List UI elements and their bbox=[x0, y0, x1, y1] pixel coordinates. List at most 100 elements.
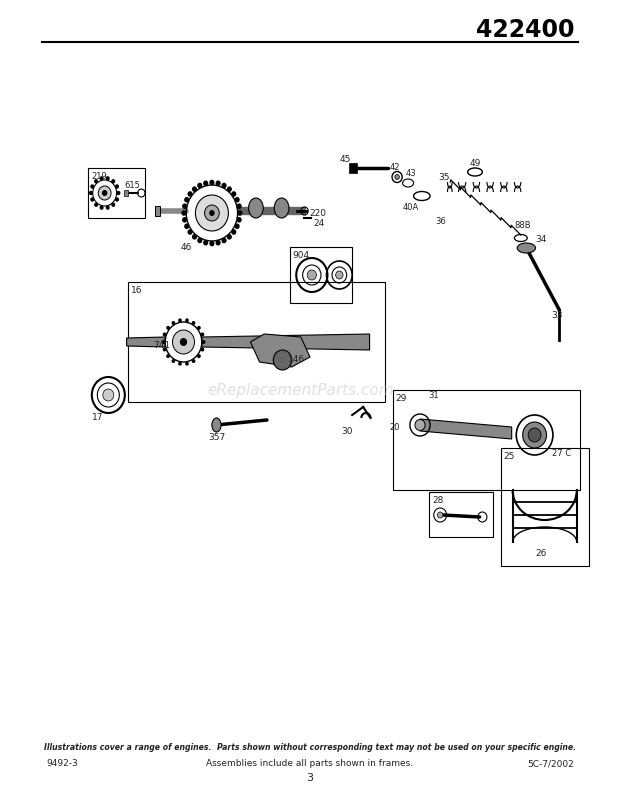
Circle shape bbox=[103, 389, 114, 401]
Circle shape bbox=[438, 512, 443, 518]
Text: 31: 31 bbox=[428, 391, 439, 399]
Bar bbox=[88, 168, 145, 218]
Circle shape bbox=[308, 270, 316, 280]
Text: Assemblies include all parts shown in frames.: Assemblies include all parts shown in fr… bbox=[206, 759, 414, 768]
Text: 9492-3: 9492-3 bbox=[46, 759, 78, 768]
Ellipse shape bbox=[274, 198, 289, 218]
Circle shape bbox=[172, 359, 175, 363]
Circle shape bbox=[203, 180, 208, 186]
Bar bbox=[128, 282, 385, 402]
Circle shape bbox=[216, 240, 221, 245]
Circle shape bbox=[162, 333, 166, 337]
Text: 422400: 422400 bbox=[476, 18, 574, 42]
Circle shape bbox=[187, 191, 193, 196]
Text: eReplacementParts.com: eReplacementParts.com bbox=[208, 383, 394, 398]
Circle shape bbox=[184, 197, 189, 203]
Text: 43: 43 bbox=[405, 169, 416, 179]
Bar bbox=[501, 448, 588, 566]
Circle shape bbox=[203, 240, 208, 245]
Circle shape bbox=[111, 179, 115, 184]
Text: 17: 17 bbox=[92, 414, 103, 423]
Text: 20: 20 bbox=[389, 423, 399, 432]
Text: 46: 46 bbox=[180, 244, 192, 253]
Circle shape bbox=[237, 210, 242, 216]
Circle shape bbox=[178, 362, 182, 366]
Circle shape bbox=[102, 190, 107, 196]
Text: 27 C: 27 C bbox=[552, 449, 571, 459]
Circle shape bbox=[234, 224, 240, 229]
Circle shape bbox=[166, 354, 170, 358]
Circle shape bbox=[395, 175, 399, 180]
Text: 615: 615 bbox=[124, 180, 140, 189]
Text: 220: 220 bbox=[309, 209, 326, 217]
Text: Illustrations cover a range of engines.  Parts shown without corresponding text : Illustrations cover a range of engines. … bbox=[44, 743, 576, 752]
Circle shape bbox=[115, 197, 119, 202]
Text: 146: 146 bbox=[288, 355, 305, 364]
Text: 16: 16 bbox=[131, 286, 143, 295]
Circle shape bbox=[415, 419, 425, 431]
Polygon shape bbox=[420, 419, 511, 439]
Text: 24: 24 bbox=[314, 220, 325, 229]
Text: 357: 357 bbox=[208, 434, 225, 443]
Circle shape bbox=[231, 191, 236, 196]
Text: 26: 26 bbox=[535, 549, 547, 558]
Text: 30: 30 bbox=[341, 427, 352, 436]
Circle shape bbox=[197, 183, 202, 188]
Circle shape bbox=[184, 224, 189, 229]
Circle shape bbox=[335, 271, 343, 279]
Circle shape bbox=[227, 234, 232, 240]
Bar bbox=[124, 190, 128, 196]
Text: 33: 33 bbox=[552, 310, 563, 319]
Circle shape bbox=[195, 195, 228, 231]
Ellipse shape bbox=[212, 418, 221, 432]
Polygon shape bbox=[250, 334, 310, 367]
Text: 28: 28 bbox=[432, 496, 443, 505]
Circle shape bbox=[180, 338, 187, 346]
Text: 36: 36 bbox=[435, 217, 446, 226]
Circle shape bbox=[273, 350, 291, 370]
Circle shape bbox=[209, 210, 215, 216]
Circle shape bbox=[105, 176, 110, 180]
Circle shape bbox=[192, 359, 195, 363]
Ellipse shape bbox=[249, 198, 264, 218]
Text: 741: 741 bbox=[153, 342, 170, 350]
Circle shape bbox=[221, 183, 226, 188]
Circle shape bbox=[100, 205, 104, 210]
Circle shape bbox=[202, 340, 205, 344]
Circle shape bbox=[91, 184, 94, 188]
Ellipse shape bbox=[517, 243, 536, 253]
Circle shape bbox=[178, 318, 182, 322]
Circle shape bbox=[234, 197, 240, 203]
Text: 88B: 88B bbox=[515, 221, 531, 230]
Circle shape bbox=[528, 428, 541, 442]
Bar bbox=[350, 163, 356, 173]
Circle shape bbox=[237, 217, 242, 223]
Circle shape bbox=[98, 186, 111, 200]
Circle shape bbox=[91, 197, 94, 202]
Text: 49: 49 bbox=[469, 159, 481, 168]
Circle shape bbox=[192, 234, 197, 240]
Circle shape bbox=[210, 241, 215, 246]
Bar bbox=[392, 390, 580, 490]
Circle shape bbox=[166, 326, 170, 330]
Circle shape bbox=[162, 347, 166, 351]
Circle shape bbox=[111, 203, 115, 207]
Circle shape bbox=[201, 347, 204, 351]
Text: 25: 25 bbox=[503, 452, 515, 461]
Text: 42: 42 bbox=[390, 164, 401, 172]
Circle shape bbox=[237, 204, 242, 209]
Text: 40A: 40A bbox=[403, 204, 419, 213]
Circle shape bbox=[221, 237, 226, 243]
Circle shape bbox=[105, 205, 110, 210]
Circle shape bbox=[201, 333, 204, 337]
Bar bbox=[290, 247, 352, 303]
Circle shape bbox=[94, 203, 98, 207]
Circle shape bbox=[117, 191, 120, 195]
Circle shape bbox=[192, 186, 197, 192]
Circle shape bbox=[205, 205, 219, 221]
Circle shape bbox=[115, 184, 119, 188]
Circle shape bbox=[197, 237, 202, 243]
Text: 5C-7/2002: 5C-7/2002 bbox=[527, 759, 574, 768]
Circle shape bbox=[172, 321, 175, 325]
Circle shape bbox=[187, 229, 193, 235]
